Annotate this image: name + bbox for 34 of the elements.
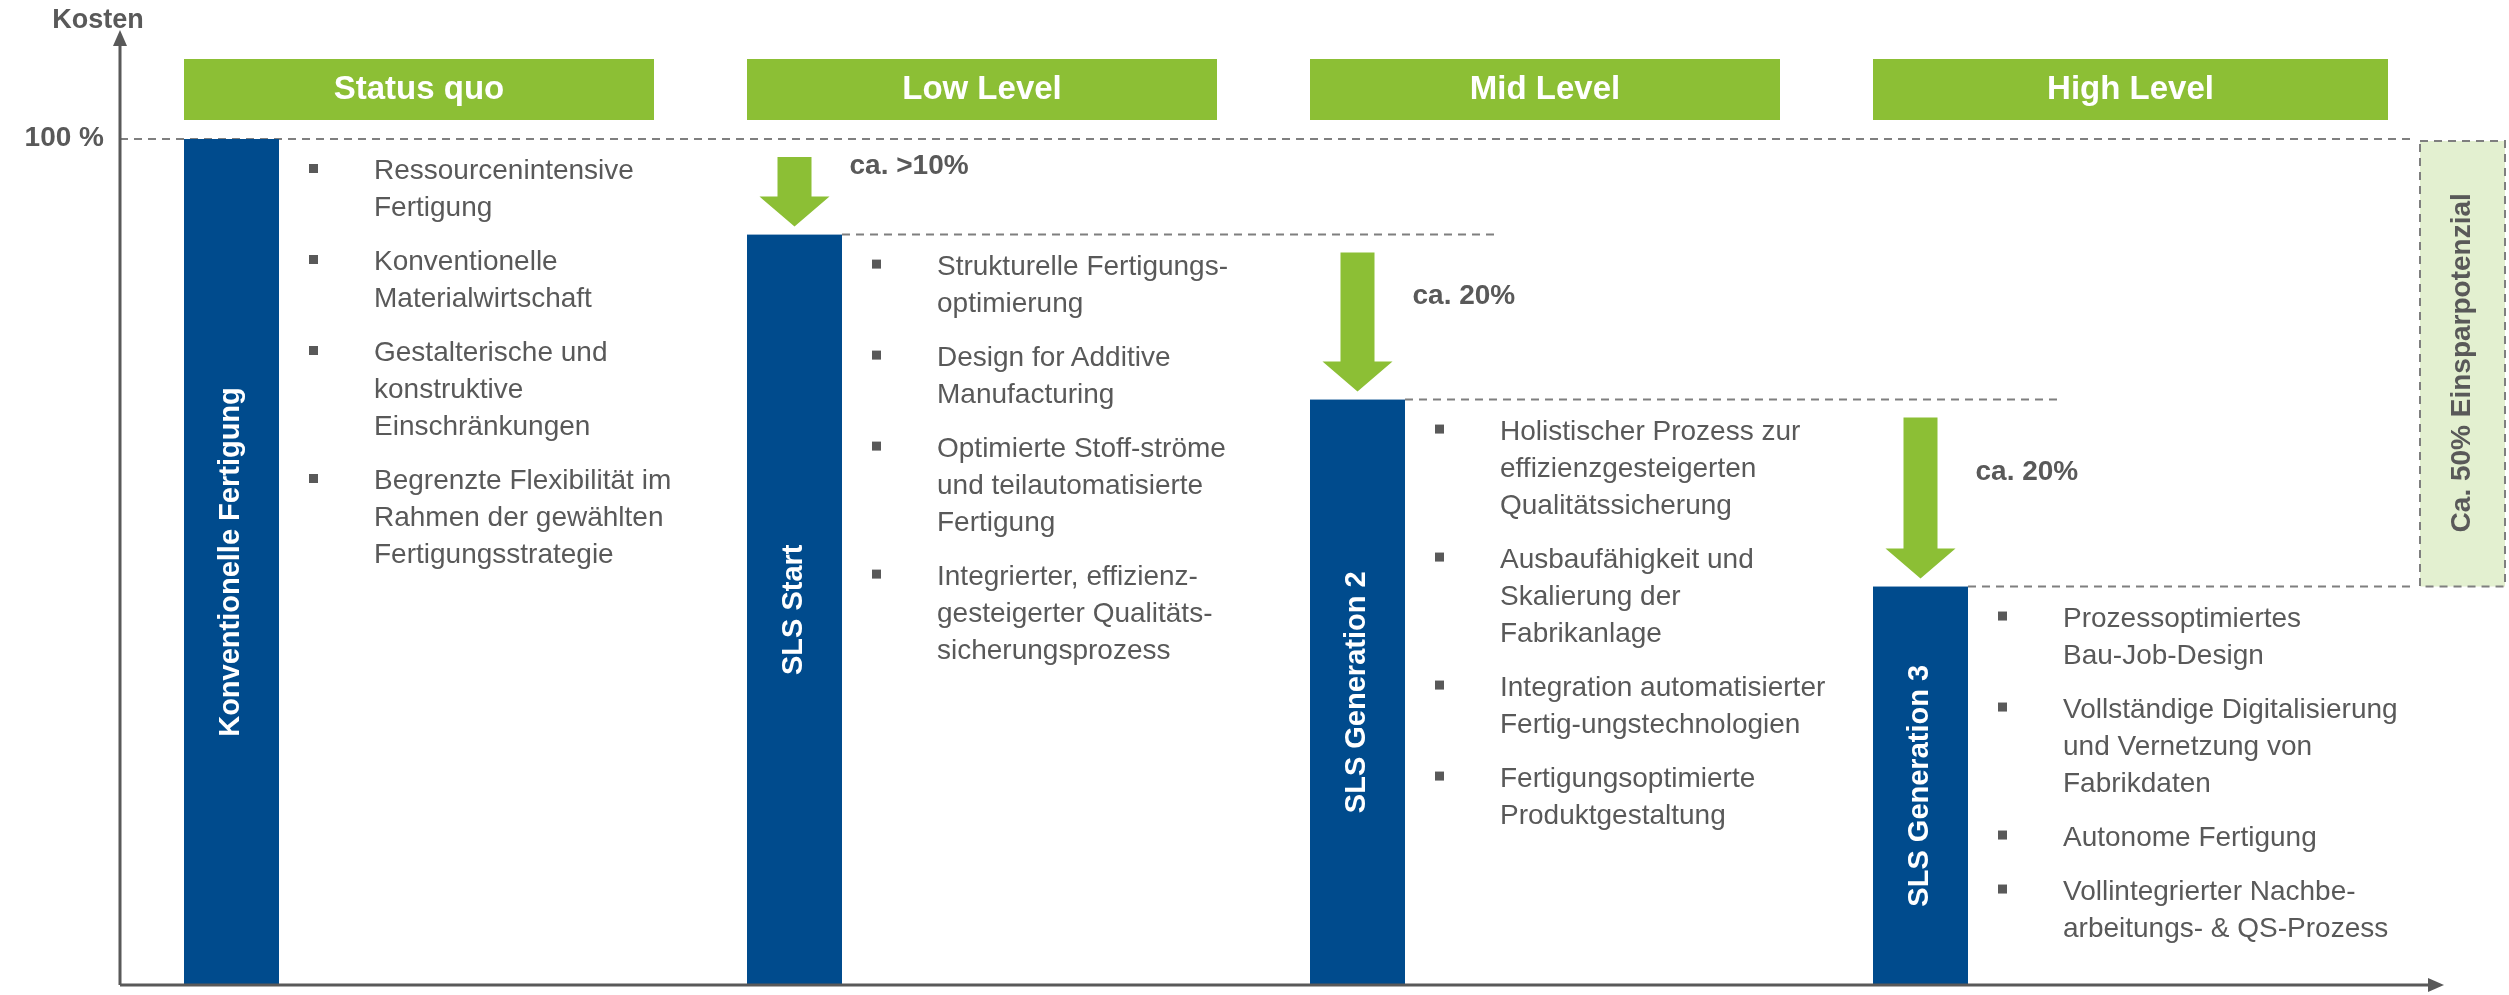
annotation: Vollständige Digitalisierung und Vernetzung von Fabrikdaten (2063, 692, 2398, 798)
annotation: SLS Generation 2 (1339, 571, 1372, 814)
x-tick-label: Low Level (902, 68, 1062, 106)
annotation: Design for Additive Manufacturing (937, 340, 1171, 409)
annotation: ca. 20% (1412, 279, 1516, 311)
x-tick-label: Status quo (333, 68, 505, 106)
bar (184, 139, 279, 985)
ref-line-label: 100 % (24, 121, 105, 153)
annotation: SLS Generation 3 (1902, 664, 1935, 907)
annotation: Integration automatisierter Fertig-ungstechnologien (1500, 670, 1826, 739)
bar (1310, 399, 1405, 985)
text: Ca. 50% Einsparpotenzial (2444, 193, 2476, 533)
annotation: Strukturelle Fertigungs- optimierung (937, 249, 1229, 318)
annotation: Integrierter, effizienz- gesteigerter Qualitäts- sicherungsprozess (937, 559, 1213, 665)
annotation: Konventionelle Fertigung (213, 387, 246, 737)
annotation: Optimierte Stoff-ströme und teilautomatisierte Fertigung (937, 431, 1226, 537)
annotation: Holistischer Prozess zur effizienzgesteigerten Qualitätssicherung (1500, 414, 1801, 520)
annotation: Vollintegrierter Nachbe- arbeitungs- & QS-Prozess (2063, 874, 2389, 943)
annotation: Ausbaufähigkeit und Skalierung der Fabrikanlage (1500, 542, 1754, 648)
annotation: ca. >10% (849, 149, 969, 181)
x-tick-label: Mid Level (1469, 68, 1621, 106)
annotation: ca. 20% (1975, 455, 2079, 487)
y-axis-title: Kosten (52, 4, 144, 34)
annotation: Ressourcenintensive Fertigung (374, 154, 634, 222)
annotation: Begrenzte Flexibilität im Rahmen der gewählten Fertigungsstrategie (374, 464, 672, 569)
annotation: SLS Start (776, 544, 809, 676)
annotation: Gestalterische und konstruktive Einschränkungen (374, 336, 608, 441)
annotation: Fertigungsoptimierte Produktgestaltung (1500, 761, 1756, 830)
annotation: Autonome Fertigung (2063, 820, 2317, 852)
annotation: Prozessoptimiertes Bau-Job-Design (2063, 601, 2302, 670)
annotation: Konventionelle Materialwirtschaft (374, 245, 593, 313)
bar (1873, 586, 1968, 985)
x-tick-label: High Level (2047, 68, 2214, 106)
bar (747, 234, 842, 985)
